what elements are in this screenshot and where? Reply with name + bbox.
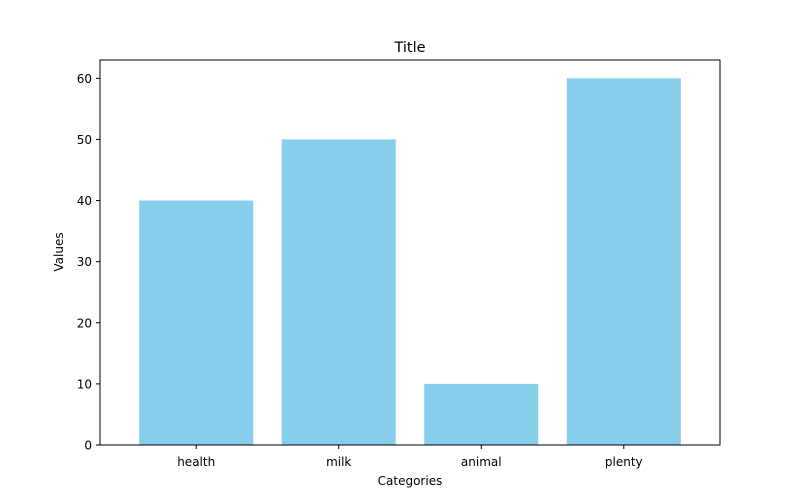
y-tick-label: 50	[77, 133, 92, 147]
x-tick-label: animal	[461, 455, 502, 469]
bar-milk	[281, 139, 396, 445]
bar-plenty	[566, 78, 681, 445]
y-tick-label: 10	[77, 377, 92, 391]
x-tick-label: health	[177, 455, 215, 469]
y-ticks-group: 0 10 20 30 40 50 60	[77, 72, 100, 453]
chart-title: Title	[393, 40, 425, 56]
x-tick-label: milk	[326, 455, 351, 469]
x-axis-label: Categories	[378, 474, 443, 488]
y-axis-label: Values	[52, 232, 66, 271]
x-tick-label: plenty	[605, 455, 643, 469]
y-tick-label: 0	[84, 439, 92, 453]
y-tick-label: 60	[77, 72, 92, 86]
x-ticks-group: health milk animal plenty	[177, 445, 643, 469]
y-tick-label: 40	[77, 194, 92, 208]
bar-animal	[424, 383, 539, 445]
bars-group	[139, 78, 681, 445]
y-tick-label: 20	[77, 316, 92, 330]
axes-group	[99, 59, 721, 446]
bar-health	[139, 200, 254, 445]
plot-frame	[99, 59, 721, 446]
y-tick-label: 30	[77, 255, 92, 269]
